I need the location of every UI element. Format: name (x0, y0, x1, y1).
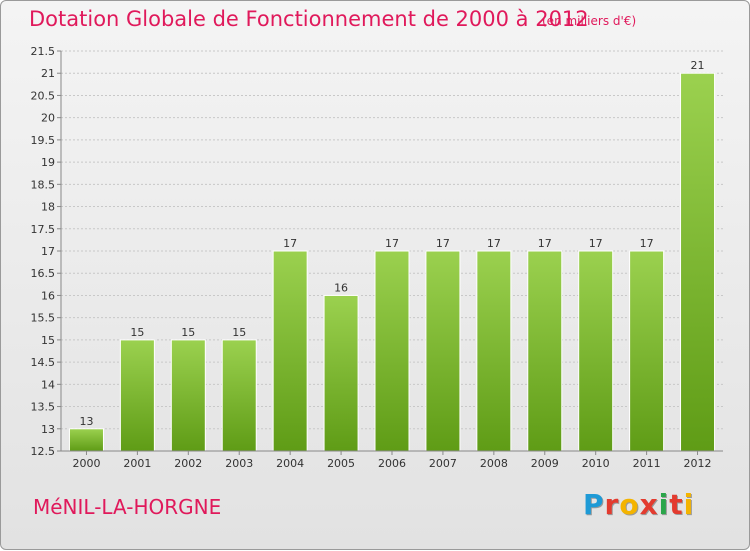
bar (374, 250, 410, 452)
y-tick-label: 16 (41, 289, 55, 302)
logo-letter: x (639, 488, 659, 521)
logo-letter: o (619, 488, 640, 521)
bar (221, 339, 257, 452)
y-tick-label: 14 (41, 378, 55, 391)
axes (57, 50, 723, 455)
logo-letter: i (683, 488, 695, 521)
x-tick-label: 2000 (72, 457, 100, 470)
chart-title: Dotation Globale de Fonctionnement de 20… (29, 7, 589, 31)
bar-value-label: 17 (640, 237, 654, 250)
logo-letter: P (583, 488, 605, 521)
y-tick-label: 15.5 (31, 312, 56, 325)
bar-value-label: 15 (232, 326, 246, 339)
bar (476, 250, 512, 452)
y-tick-label: 20.5 (31, 89, 56, 102)
bar-value-label: 16 (334, 281, 348, 294)
bar (578, 250, 614, 452)
x-tick-label: 2006 (378, 457, 406, 470)
y-tick-label: 12.5 (31, 445, 56, 458)
logo-letter: i (658, 488, 670, 521)
y-tick-label: 21.5 (31, 45, 56, 58)
y-tick-label: 18 (41, 201, 55, 214)
bar (170, 339, 206, 452)
y-tick-label: 14.5 (31, 356, 56, 369)
commune-name: MéNIL-LA-HORGNE (33, 495, 222, 519)
y-tick-label: 17 (41, 245, 55, 258)
bar-value-label: 15 (181, 326, 195, 339)
y-tick-label: 13 (41, 423, 55, 436)
bar (119, 339, 155, 452)
unit-label: (en milliers d'€) (542, 14, 637, 28)
y-tick-label: 20 (41, 112, 55, 125)
bar (527, 250, 563, 452)
bars (68, 72, 716, 452)
x-tick-label: 2001 (123, 457, 151, 470)
bar (425, 250, 461, 452)
bar-value-label: 17 (538, 237, 552, 250)
x-tick-label: 2009 (531, 457, 559, 470)
logo-letter: t (669, 488, 684, 521)
bar-value-label: 17 (589, 237, 603, 250)
x-tick-label: 2011 (633, 457, 661, 470)
bar (629, 250, 665, 452)
y-tick-label: 21 (41, 67, 55, 80)
x-tick-label: 2002 (174, 457, 202, 470)
x-tick-label: 2007 (429, 457, 457, 470)
y-tick-label: 19.5 (31, 134, 56, 147)
x-tick-label: 2004 (276, 457, 304, 470)
x-tick-label: 2003 (225, 457, 253, 470)
y-tick-label: 16.5 (31, 267, 56, 280)
bar-value-label: 21 (691, 59, 705, 72)
x-tick-label: 2012 (684, 457, 712, 470)
y-tick-label: 18.5 (31, 178, 56, 191)
bar-value-label: 17 (436, 237, 450, 250)
x-tick-label: 2005 (327, 457, 355, 470)
proxiti-logo: Proxiti (583, 488, 694, 521)
y-tick-label: 15 (41, 334, 55, 347)
y-tick-label: 13.5 (31, 401, 56, 414)
bar-value-label: 17 (487, 237, 501, 250)
x-tick-label: 2010 (582, 457, 610, 470)
y-tick-label: 17.5 (31, 223, 56, 236)
y-tick-label: 19 (41, 156, 55, 169)
bar (323, 294, 359, 452)
bar (68, 428, 104, 452)
bar (680, 72, 716, 452)
labels: 12.5 13 13.5 14 14.5 15 15.5 16 16.5 17 17.5 18 18.5… (31, 45, 712, 470)
bar-value-label: 13 (79, 415, 93, 428)
bar-value-label: 17 (385, 237, 399, 250)
bar-value-label: 15 (130, 326, 144, 339)
x-tick-label: 2008 (480, 457, 508, 470)
bar-value-label: 17 (283, 237, 297, 250)
bar (272, 250, 308, 452)
logo-letter: r (604, 488, 620, 521)
